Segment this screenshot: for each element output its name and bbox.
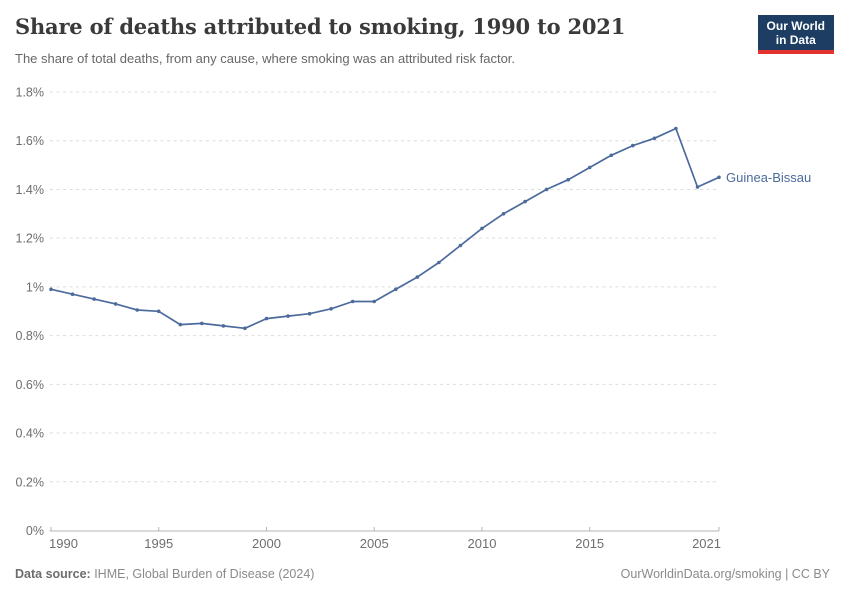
owid-logo-text: Our World in Data [757,15,834,50]
data-point-marker[interactable] [350,299,355,304]
x-axis-tick-label: 2015 [575,536,604,551]
y-axis-tick-label: 1.4% [16,183,45,197]
data-point-marker[interactable] [329,307,333,311]
data-point-marker[interactable] [156,309,161,314]
data-point-marker[interactable] [307,311,312,316]
owid-logo-red-bar [757,50,834,54]
y-axis-tick-label: 0.4% [16,427,45,441]
series-end-label[interactable]: Guinea-Bissau [726,170,811,185]
owid-logo-line1: Our World [766,19,825,33]
data-point-marker[interactable] [652,136,657,141]
x-axis-tick-label: 1990 [49,536,78,551]
data-point-marker[interactable] [178,322,183,327]
page-title: Share of deaths attributed to smoking, 1… [15,14,626,39]
data-source-label: Data source: [15,567,91,581]
data-point-marker[interactable] [566,177,570,182]
data-point-marker[interactable] [221,324,226,328]
data-source-note: Data source: IHME, Global Burden of Dise… [15,567,314,581]
data-point-marker[interactable] [113,302,118,306]
y-axis-tick-label: 0.6% [16,378,45,392]
data-point-marker[interactable] [480,226,484,231]
data-point-marker[interactable] [631,143,635,148]
data-point-marker[interactable] [70,292,75,297]
data-point-marker[interactable] [135,308,139,312]
y-axis-tick-label: 0% [26,524,44,538]
data-point-marker[interactable] [717,175,721,180]
data-point-marker[interactable] [437,260,441,265]
owid-logo[interactable]: Our World in Data [757,15,834,54]
x-axis-tick-label: 2005 [360,536,389,551]
data-point-marker[interactable] [501,212,506,216]
series-line[interactable] [50,127,720,330]
data-point-marker[interactable] [394,287,398,292]
data-point-marker[interactable] [544,187,549,192]
data-point-marker[interactable] [415,275,420,279]
y-axis-tick-label: 1.8% [16,86,45,100]
data-point-marker[interactable] [264,316,269,321]
data-point-marker[interactable] [587,165,592,170]
y-axis-tick-label: 0.8% [16,329,45,343]
x-axis-tick-label: 2010 [468,536,497,551]
y-axis-tick-label: 1.2% [16,232,45,246]
x-axis-tick-label: 1995 [144,536,173,551]
chart-subtitle: The share of total deaths, from any caus… [15,51,516,66]
y-axis-tick-label: 0.2% [16,475,45,489]
owid-logo-line2: in Data [775,33,816,47]
data-point-marker[interactable] [674,126,678,131]
y-axis-tick-label: 1.6% [16,134,45,148]
data-point-marker[interactable] [49,287,53,292]
data-point-marker[interactable] [92,297,96,301]
data-point-marker[interactable] [695,185,700,189]
data-point-marker[interactable] [609,153,614,158]
y-axis-tick-label: 1% [26,280,44,294]
x-axis-tick-label: 2000 [252,536,281,551]
data-point-marker[interactable] [286,314,290,318]
credit-link[interactable]: OurWorldinData.org/smoking | CC BY [620,567,830,581]
data-source-text: IHME, Global Burden of Disease (2024) [90,567,315,581]
data-point-marker[interactable] [458,243,463,248]
data-point-marker[interactable] [243,326,247,331]
data-point-marker[interactable] [523,199,527,204]
x-axis-tick-label: 2021 [692,536,721,551]
data-point-marker[interactable] [200,321,204,326]
data-point-marker[interactable] [372,299,377,304]
